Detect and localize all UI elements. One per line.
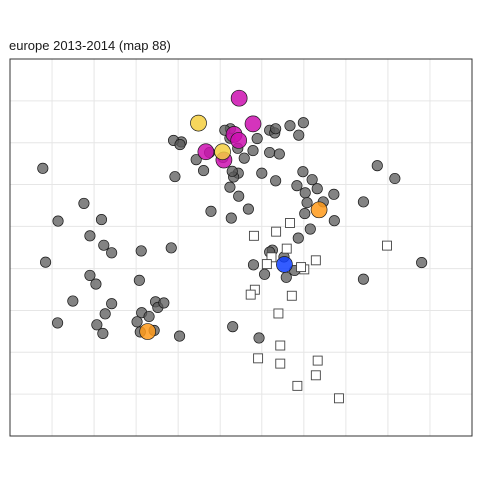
square-point [261,259,272,270]
grey-point [198,165,210,177]
yellow-point [190,114,207,132]
grey-point [291,180,303,192]
square-point [292,380,303,391]
orange-point [310,201,328,219]
grey-point [299,187,311,199]
grey-point [225,212,237,224]
orange-point [139,323,157,340]
grey-point [371,160,383,172]
grey-point [40,256,52,268]
grey-point [357,196,369,208]
grey-point [158,297,170,309]
panel-border [9,58,473,437]
square-point [285,218,295,228]
square-point [333,393,344,404]
square-point [245,289,256,300]
grey-point [311,183,323,195]
grey-point [242,203,254,215]
grey-point [306,174,318,186]
grey-point [357,273,369,285]
grey-point [280,271,292,283]
grey-point [292,232,304,244]
grey-point [91,319,103,331]
grey-point [293,129,305,141]
grey-point [328,215,340,227]
data-points [37,89,428,404]
grid-lines [10,59,472,436]
square-point [253,353,264,364]
grey-point [52,317,64,329]
grey-point [95,214,108,226]
magenta-point [244,115,262,133]
blue-point [276,256,293,273]
grey-point [297,117,309,129]
grey-point [264,146,276,159]
square-point [271,226,282,237]
square-point [310,370,321,381]
grey-point [299,208,311,220]
grey-point [253,332,265,344]
grey-point [256,167,268,179]
grey-point [247,259,260,271]
grey-point [106,247,118,259]
grey-point [284,120,296,132]
grey-point [227,321,239,333]
grey-point [251,132,263,145]
yellow-point [214,143,231,161]
magenta-point [230,132,248,149]
grey-point [143,310,155,323]
grey-point [97,327,109,340]
grey-point [98,239,110,251]
magenta-point [230,89,248,107]
grey-point [238,152,250,164]
grey-point [169,171,181,183]
grey-point [165,242,177,254]
square-point [281,243,292,254]
square-point [312,355,323,366]
square-point [275,340,286,351]
grey-point [259,268,271,280]
grey-point [233,190,245,202]
magenta-point [197,143,215,161]
grey-point [190,154,202,166]
square-point [248,230,259,241]
grey-point [78,197,90,209]
square-point [273,308,284,319]
grey-point [84,269,96,281]
grey-point [106,298,118,310]
grey-point [247,145,259,157]
grey-point [84,230,96,242]
grey-point [37,162,49,174]
square-point [310,255,321,266]
square-point [275,358,286,369]
grey-point [133,274,145,286]
grey-point [174,139,186,151]
grey-point [90,278,102,290]
grey-point [389,172,401,185]
square-point [382,240,392,251]
grey-point [416,257,428,269]
grey-point [301,197,313,209]
grey-point [270,123,282,135]
chart-title: europe 2013-2014 (map 88) [9,38,171,53]
grey-point [297,166,309,178]
grey-point [135,245,147,257]
square-point [296,262,307,273]
grey-point [224,181,236,193]
grey-point [174,330,186,342]
grey-point [205,205,217,217]
grey-point [131,316,143,328]
grey-point [52,215,64,227]
grey-point [270,175,282,187]
square-point [286,290,297,301]
grey-point [99,308,111,320]
grey-point [273,148,285,160]
grey-point [67,295,79,307]
grey-point [304,223,316,235]
grey-point [328,188,340,200]
grey-point [226,165,238,177]
